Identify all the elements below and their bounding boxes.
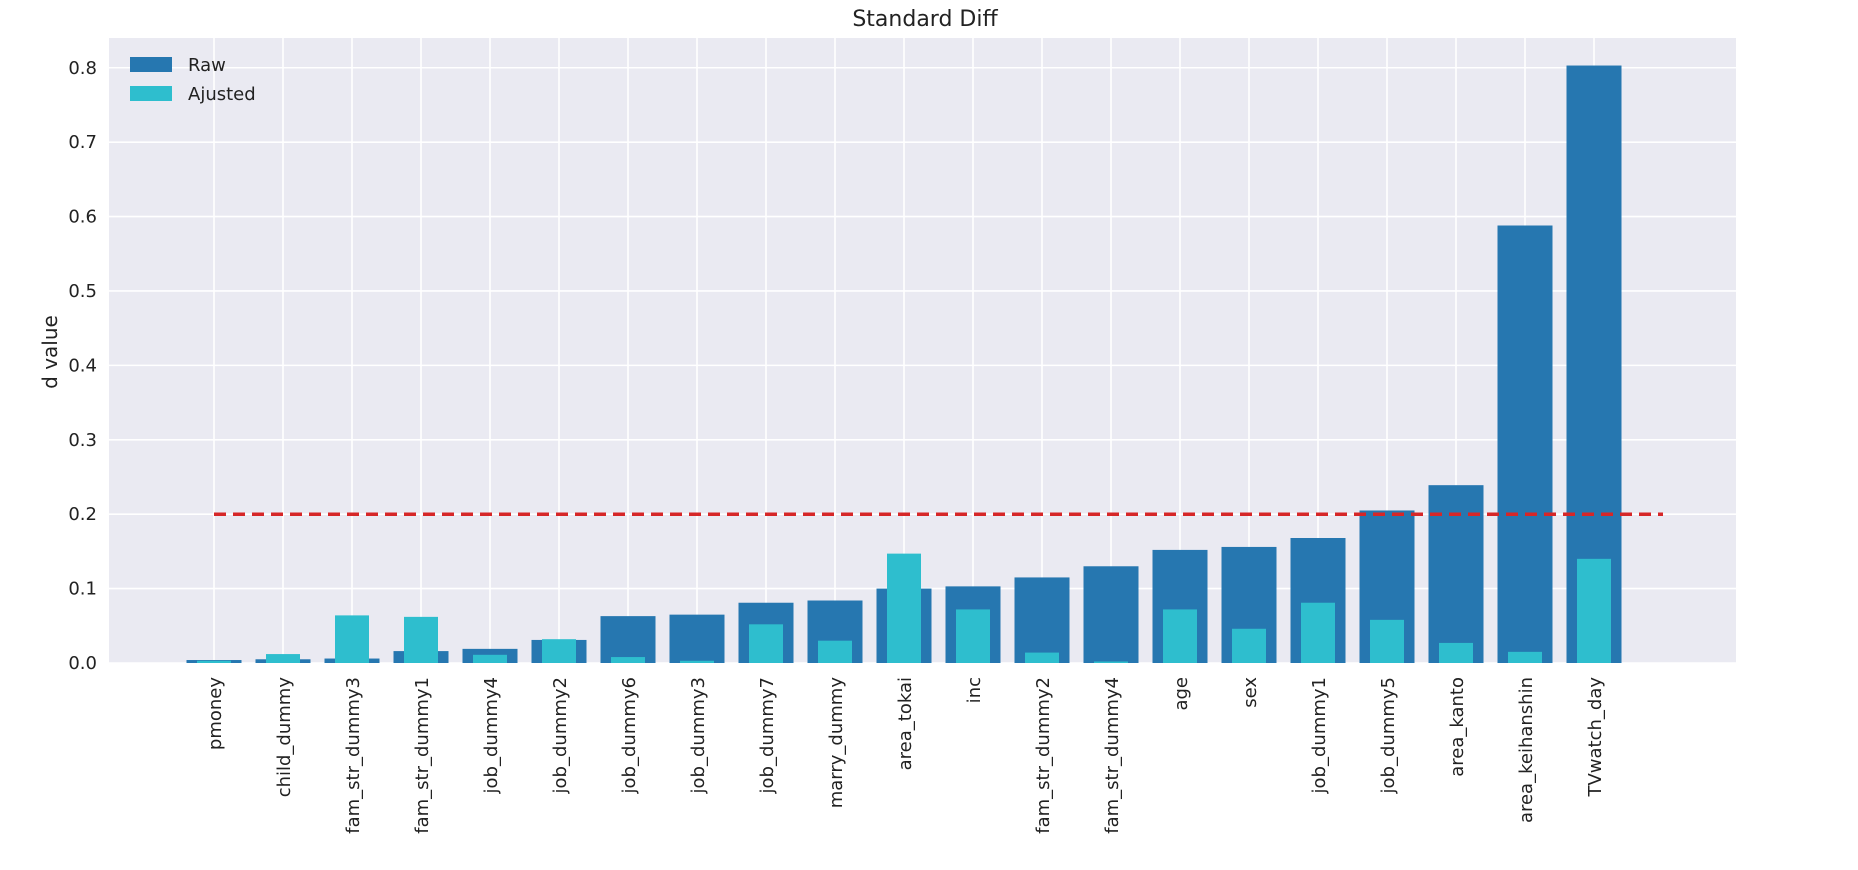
bar-adjusted-pmoney xyxy=(197,660,231,663)
bar-adjusted-job_dummy4 xyxy=(473,654,507,663)
x-tick-label-marry_dummy: marry_dummy xyxy=(826,677,847,809)
x-tick-label-pmoney: pmoney xyxy=(205,677,226,750)
x-tick-label-fam_str_dummy2: fam_str_dummy2 xyxy=(1033,677,1054,834)
bar-adjusted-age xyxy=(1163,609,1197,663)
x-tick-label-TVwatch_day: TVwatch_day xyxy=(1585,677,1606,798)
bar-adjusted-child_dummy xyxy=(266,654,300,663)
bar-raw-area_keihanshin xyxy=(1497,225,1553,663)
bar-adjusted-job_dummy2 xyxy=(542,639,576,663)
bar-adjusted-inc xyxy=(956,609,990,663)
x-tick-label-job_dummy2: job_dummy2 xyxy=(550,677,571,794)
x-tick-label-fam_str_dummy3: fam_str_dummy3 xyxy=(343,677,364,834)
plot-background xyxy=(109,38,1736,663)
x-tick-label-area_tokai: area_tokai xyxy=(895,677,916,770)
x-tick-label-area_kanto: area_kanto xyxy=(1447,677,1468,777)
y-tick-label: 0.6 xyxy=(68,207,97,228)
y-axis-label: d value xyxy=(38,315,62,389)
x-tick-label-fam_str_dummy1: fam_str_dummy1 xyxy=(412,677,433,834)
bar-adjusted-fam_str_dummy2 xyxy=(1025,652,1059,663)
x-tick-label-job_dummy1: job_dummy1 xyxy=(1309,677,1330,794)
bar-raw-fam_str_dummy2 xyxy=(1014,577,1070,663)
bar-adjusted-sex xyxy=(1232,628,1266,663)
x-tick-label-age: age xyxy=(1171,677,1192,711)
chart-title: Standard Diff xyxy=(852,7,998,32)
x-tick-label-job_dummy4: job_dummy4 xyxy=(481,677,502,794)
x-tick-label-job_dummy7: job_dummy7 xyxy=(757,677,778,794)
x-tick-label-job_dummy3: job_dummy3 xyxy=(688,677,709,794)
x-tick-label-inc: inc xyxy=(964,677,985,703)
y-tick-label: 0.5 xyxy=(68,281,97,302)
bar-adjusted-area_keihanshin xyxy=(1508,651,1542,663)
bar-adjusted-fam_str_dummy3 xyxy=(335,615,369,663)
bar-adjusted-fam_str_dummy1 xyxy=(404,616,438,663)
bar-adjusted-job_dummy6 xyxy=(611,657,645,663)
x-tick-label-job_dummy5: job_dummy5 xyxy=(1378,677,1399,794)
y-tick-label: 0.4 xyxy=(68,355,97,376)
x-tick-labels: pmoney child_dummy fam_str_dummy3 fam_str_d… xyxy=(205,677,1606,834)
bar-adjusted-fam_str_dummy4 xyxy=(1094,661,1128,663)
y-tick-label: 0.1 xyxy=(68,579,97,600)
bar-raw-fam_str_dummy4 xyxy=(1083,566,1139,663)
bar-adjusted-marry_dummy xyxy=(818,640,852,663)
legend: Raw Ajusted xyxy=(130,55,256,105)
y-tick-labels: 0.0 0.1 0.2 0.3 0.4 0.5 0.6 0.7 0.8 xyxy=(68,58,97,674)
x-tick-label-fam_str_dummy4: fam_str_dummy4 xyxy=(1102,677,1123,834)
legend-swatch-ajusted xyxy=(130,86,172,101)
bar-raw-job_dummy6 xyxy=(600,616,656,663)
x-tick-label-child_dummy: child_dummy xyxy=(274,677,295,798)
bar-adjusted-job_dummy7 xyxy=(749,624,783,663)
adjusted-bars xyxy=(197,553,1611,663)
legend-label-raw: Raw xyxy=(188,55,226,76)
raw-bars xyxy=(186,65,1622,663)
legend-label-ajusted: Ajusted xyxy=(188,84,256,105)
bar-raw-job_dummy3 xyxy=(669,614,725,663)
y-tick-label: 0.8 xyxy=(68,58,97,79)
bar-adjusted-job_dummy3 xyxy=(680,660,714,663)
x-tick-label-job_dummy6: job_dummy6 xyxy=(619,677,640,794)
bar-adjusted-job_dummy5 xyxy=(1370,619,1404,663)
bar-adjusted-area_kanto xyxy=(1439,642,1473,663)
y-tick-label: 0.3 xyxy=(68,430,97,451)
bar-adjusted-job_dummy1 xyxy=(1301,602,1335,663)
bar-adjusted-TVwatch_day xyxy=(1577,558,1611,663)
bar-raw-area_kanto xyxy=(1428,485,1484,663)
legend-swatch-raw xyxy=(130,57,172,72)
x-tick-label-area_keihanshin: area_keihanshin xyxy=(1516,677,1537,823)
y-tick-label: 0.0 xyxy=(68,653,97,674)
x-tick-label-sex: sex xyxy=(1240,677,1261,708)
bar-adjusted-area_tokai xyxy=(887,553,921,663)
y-tick-label: 0.2 xyxy=(68,504,97,525)
y-tick-label: 0.7 xyxy=(68,132,97,153)
